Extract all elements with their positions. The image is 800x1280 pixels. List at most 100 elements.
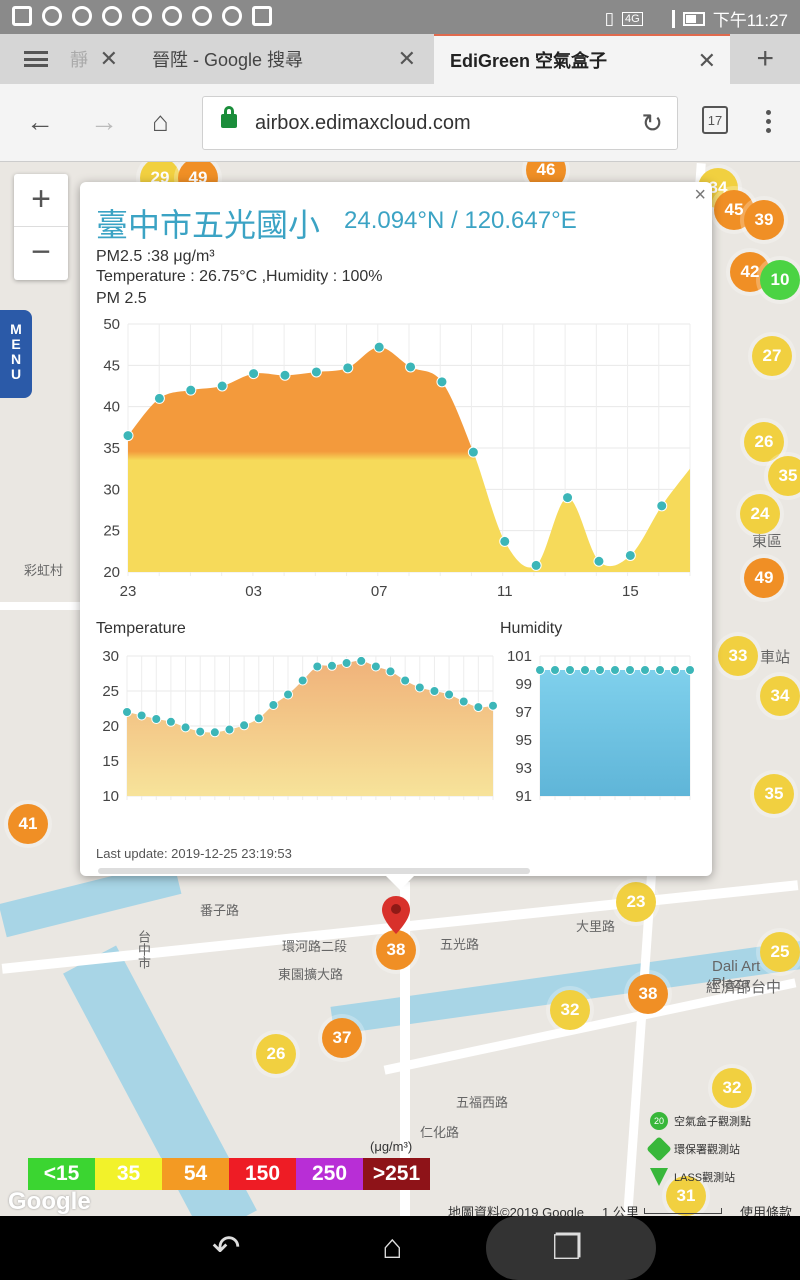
tab-2[interactable]: 晉陞 - Google 搜尋 ✕ [140,34,430,84]
station-coords: 24.094°N / 120.647°E [344,207,577,234]
y-tick-label: 15 [102,753,119,770]
data-point [297,675,308,686]
pm25-marker[interactable]: 32 [712,1068,752,1108]
google-logo: Google [8,1188,91,1215]
pm25-marker[interactable]: 33 [718,636,758,676]
pm25-marker[interactable]: 26 [744,422,784,462]
data-point [209,727,220,738]
data-point [356,655,367,666]
url-text[interactable]: airbox.edimaxcloud.com [255,112,471,134]
y-tick-label: 40 [103,399,120,416]
more-menu-icon[interactable] [766,110,772,136]
station-label: 空氣盒子觀測點 [674,1116,751,1128]
data-point [488,700,498,711]
data-point [405,361,417,373]
data-point [279,369,291,381]
pm25-marker[interactable]: 37 [322,1018,362,1058]
pm25-marker[interactable]: 32 [550,990,590,1030]
close-icon[interactable]: ✕ [397,46,416,71]
data-point [283,689,294,700]
map-label: 番子路 [200,903,240,918]
y-tick-label: 30 [102,648,119,665]
app-icon [192,6,212,26]
series-area [540,670,690,796]
data-point [312,661,323,672]
back-icon[interactable]: ← [26,106,54,137]
data-point [624,549,636,561]
data-point [670,665,680,675]
new-tab-icon[interactable]: + [756,42,774,75]
station-legend-item: 環保署觀測站 [646,1136,751,1162]
tab-count-icon[interactable]: 17 [702,106,728,134]
recents-nav-icon[interactable]: ❐ [552,1229,583,1267]
back-nav-icon[interactable]: ↶ [212,1229,241,1267]
pm25-marker[interactable]: 31 [666,1176,706,1216]
pm25-marker[interactable]: 24 [740,494,780,534]
data-point [429,686,440,696]
map-attribution: 地圖資料©2019 Google [448,1205,585,1216]
pm25-marker[interactable]: 35 [768,456,800,496]
forward-icon[interactable]: → [90,106,118,137]
pm25-marker[interactable]: 27 [752,336,792,376]
temp-humidity-reading: Temperature : 26.75°C ,Humidity : 100% [96,268,383,285]
data-point [625,665,635,675]
y-tick-label: 35 [103,440,120,457]
zoom-out-button[interactable]: − [31,233,51,271]
menu-button[interactable]: MENU [0,310,32,398]
humidity-chart-title: Humidity [500,620,563,637]
status-bar: ▯ 4G 下午11:27 [0,0,800,34]
tab-menu-icon[interactable] [24,51,48,67]
legend-cell: 35 [95,1158,162,1190]
close-icon[interactable]: × [694,184,706,206]
pm25-marker[interactable]: 35 [754,774,794,814]
scrollbar[interactable] [98,868,530,874]
pm25-legend: <15 35 54 150 250 >251 [28,1158,430,1190]
home-nav-icon[interactable]: ⌂ [382,1228,403,1266]
road [0,602,90,610]
reload-icon[interactable]: ↻ [641,108,663,138]
close-icon[interactable]: ✕ [697,48,716,73]
station-label: 環保署觀測站 [674,1144,740,1156]
zoom-in-button[interactable]: + [14,174,68,227]
terms-link[interactable]: 使用條款 [740,1205,793,1216]
y-tick-label: 50 [103,316,120,333]
home-icon[interactable]: ⌂ [152,106,169,137]
data-point [341,658,352,668]
address-bar[interactable]: airbox.edimaxcloud.com ↻ [202,96,678,150]
x-tick-label: 11 [497,583,513,600]
pm25-marker[interactable]: 26 [256,1034,296,1074]
data-point [444,689,455,700]
tab-3[interactable]: EdiGreen 空氣盒子 ✕ [434,34,730,84]
data-point [595,665,605,675]
map-scale: 1 公里 [602,1205,639,1216]
data-point [400,675,411,686]
map-label: 台中市 [136,930,151,969]
data-point [216,380,228,392]
location-pin-icon[interactable] [382,896,410,934]
close-icon[interactable]: ✕ [99,46,118,71]
humidity-chart: 91 93 95 97 99 101 [507,648,695,805]
tab-1[interactable]: 靜 ✕ [70,34,130,84]
map-label: Dali Art Plaza [712,958,761,992]
data-point [248,368,260,380]
pm25-marker[interactable]: 23 [616,882,656,922]
pm25-marker[interactable]: 38 [628,974,668,1014]
legend-cell: 250 [296,1158,363,1190]
pm25-marker[interactable]: 38 [376,930,416,970]
pm25-marker[interactable]: 10 [760,260,800,300]
pm25-marker[interactable]: 41 [8,804,48,844]
pm25-marker[interactable]: 34 [760,676,800,716]
station-label: LASS觀測站 [674,1172,736,1184]
pm25-marker[interactable]: 25 [760,932,800,972]
pm25-marker[interactable]: 49 [744,558,784,598]
pm25-marker[interactable]: 39 [744,200,784,240]
data-point [656,500,668,512]
scale-bar [644,1208,722,1214]
legend-cell: 150 [229,1158,296,1190]
y-tick-label: 10 [102,788,119,805]
y-tick-label: 45 [103,357,120,374]
y-tick-label: 25 [102,683,119,700]
map-label: 車站 [760,649,791,666]
data-point [685,665,695,675]
data-point [373,341,385,353]
